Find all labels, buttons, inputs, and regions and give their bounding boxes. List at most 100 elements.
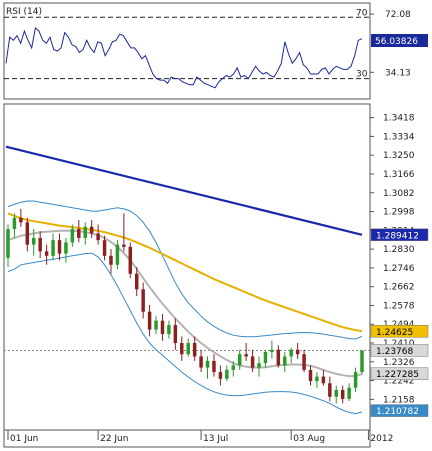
candle — [315, 372, 319, 388]
price-tag-label: 1.227285 — [376, 370, 419, 380]
candle — [70, 224, 75, 247]
candle-body — [186, 343, 190, 355]
candle — [218, 365, 223, 386]
candle-body — [109, 255, 113, 265]
candle — [141, 282, 145, 319]
candle-body — [289, 349, 293, 357]
price-tag-bg — [370, 228, 429, 242]
candle — [6, 224, 10, 267]
candle-body — [237, 354, 242, 366]
price-tick-label: 1.3082 — [383, 189, 415, 199]
moving-average-200-line — [5, 145, 363, 236]
price-tick-label: 1.2242 — [383, 377, 415, 387]
candle-body — [128, 246, 133, 274]
candle — [186, 338, 190, 357]
rsi-level-lines: 70 30 — [4, 8, 370, 80]
candle-body — [102, 240, 107, 256]
candle-body — [32, 237, 36, 245]
candle — [83, 222, 87, 245]
price-tick-label: 1.2746 — [383, 264, 415, 274]
price-tick-label: 1.2158 — [383, 395, 415, 405]
candle-body — [167, 325, 171, 335]
candle-body — [77, 228, 81, 238]
candle-body — [44, 251, 49, 256]
rsi-title: RSI (14) — [6, 7, 42, 17]
candle-body — [270, 349, 274, 352]
candle-body — [19, 217, 23, 223]
candle — [283, 351, 287, 373]
rsi-plot-frame — [3, 2, 371, 100]
candle-body — [154, 320, 158, 330]
candle — [302, 349, 306, 373]
candle-body — [38, 237, 42, 252]
candle — [89, 220, 94, 238]
candle — [334, 385, 338, 404]
candle-body — [83, 226, 87, 238]
candle — [244, 343, 248, 361]
price-tick-label: 1.3418 — [383, 114, 415, 124]
candle-body — [57, 240, 62, 254]
candle-body — [199, 356, 203, 368]
candle — [173, 318, 178, 350]
candle-body — [96, 233, 100, 241]
rsi-tick-label: 72.08 — [385, 10, 411, 20]
candlestick-series — [6, 208, 364, 404]
date-axis-frame — [3, 429, 371, 448]
candle — [225, 365, 229, 382]
candle — [295, 343, 300, 359]
candle — [347, 383, 351, 402]
candle — [192, 336, 197, 361]
candle-body — [122, 244, 126, 247]
candle — [212, 354, 216, 377]
candle — [51, 233, 55, 261]
date-tick-label: 22 Jun — [100, 434, 128, 444]
rsi-current-value: 56.03826 — [375, 37, 418, 47]
candle — [25, 217, 30, 252]
candle-body — [218, 372, 223, 379]
candle-body — [160, 320, 165, 335]
bollinger-lower-band — [7, 252, 363, 415]
candle-body — [173, 325, 178, 344]
rsi-tick-label: 34.13 — [385, 68, 411, 78]
candle — [199, 349, 203, 373]
candle-body — [302, 354, 306, 370]
candle-body — [134, 273, 139, 290]
moving-average-50-line — [7, 212, 363, 333]
rsi-axis-ticks: 72.08 34.13 — [370, 10, 411, 78]
date-axis: 01 Jun 22 Jun 13 Jul 03 Aug 2012 — [3, 429, 393, 448]
rsi-series-line — [5, 27, 363, 89]
candle-body — [347, 387, 351, 399]
candle — [250, 349, 255, 373]
candle-body — [64, 242, 68, 254]
date-tick-label: 13 Jul — [203, 434, 228, 444]
price-tag: 1.289412 — [370, 228, 429, 242]
candle — [167, 320, 171, 339]
candle-body — [263, 351, 268, 364]
candle-body — [115, 244, 120, 265]
candle — [360, 349, 364, 375]
candle — [44, 244, 49, 265]
candle-body — [192, 343, 197, 357]
price-tick-label: 1.2326 — [383, 358, 415, 368]
price-tag-badges: 1.289412 1.24625 1.23768 1.227285 1.210782 — [370, 228, 429, 417]
price-tick-label: 1.2410 — [383, 339, 415, 349]
candle — [134, 267, 139, 297]
candle-body — [231, 365, 236, 370]
price-tick-label: 1.3166 — [383, 170, 415, 180]
candle-body — [25, 222, 30, 245]
candle — [180, 336, 184, 361]
price-tag-bg — [370, 404, 429, 417]
rsi-level-label: 30 — [356, 70, 368, 80]
candle — [308, 365, 313, 386]
price-tag-bg — [370, 344, 429, 357]
date-tick-label: 01 Jun — [10, 434, 38, 444]
price-tag-bg — [370, 325, 429, 338]
candle — [154, 316, 158, 335]
candle — [237, 349, 242, 370]
price-tag-label: 1.23768 — [376, 347, 413, 357]
price-tag-label: 1.24625 — [376, 328, 413, 338]
price-tick-label: 1.2998 — [383, 208, 415, 218]
candle — [160, 313, 165, 341]
candle-body — [308, 369, 313, 382]
price-tag: 1.24625 — [370, 325, 429, 338]
